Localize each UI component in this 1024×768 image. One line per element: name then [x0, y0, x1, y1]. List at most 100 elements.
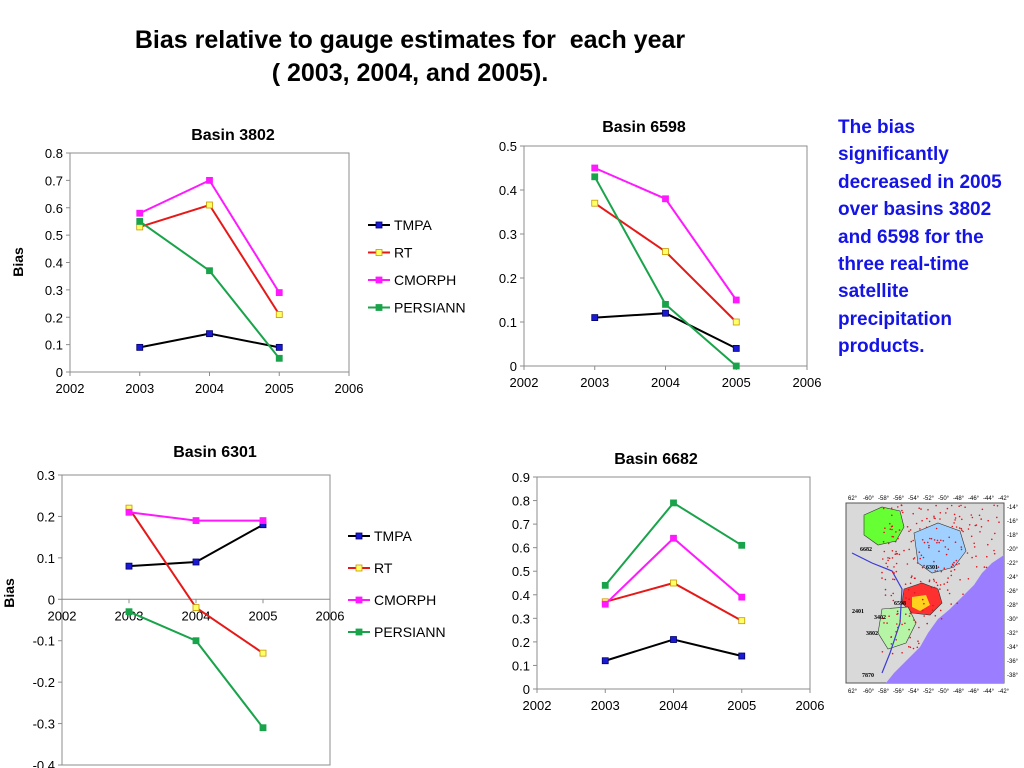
legend-label-persiann: PERSIANN [394, 300, 466, 316]
gauge-dot [894, 540, 897, 543]
gauge-dot [958, 505, 960, 507]
gauge-dot [921, 598, 924, 601]
data-point-persiann [192, 637, 200, 645]
y-tick-label: 0.3 [512, 611, 530, 626]
gauge-dot [915, 522, 918, 525]
gauge-dot [930, 586, 933, 589]
map-bottom-label: -46° [968, 689, 980, 695]
gauge-dot [912, 558, 915, 560]
gauge-dot [922, 556, 925, 559]
gauge-dot [891, 528, 893, 531]
gauge-dot [960, 548, 963, 551]
gauge-dot [961, 529, 963, 532]
gauge-dot [950, 570, 952, 572]
map-right-label: -18° [1007, 533, 1019, 539]
y-tick-label: 0.1 [45, 338, 63, 353]
data-point-tmpa [192, 558, 200, 566]
y-tick-label: 0 [56, 365, 63, 380]
gauge-dot [889, 522, 891, 525]
gauge-dot [909, 529, 912, 531]
gauge-dot [904, 583, 907, 585]
map-right-label: -24° [1007, 575, 1019, 581]
map-bottom-label: -50° [938, 689, 950, 695]
map-ocean [886, 555, 1004, 683]
map-top-label: -52° [923, 496, 935, 502]
gauge-dot [900, 504, 903, 507]
x-tick-label: 2004 [195, 381, 224, 396]
x-tick-label: 2004 [659, 698, 688, 713]
map-bottom-label: 62° [848, 689, 858, 695]
y-tick-label: -0.4 [33, 758, 55, 768]
gauge-dot [971, 556, 973, 559]
gauge-dot [914, 621, 917, 623]
x-tick-label: 2006 [335, 381, 364, 396]
gauge-dot [887, 559, 889, 562]
gauge-dot [973, 546, 976, 548]
x-tick-label: 2005 [722, 375, 751, 390]
gauge-dot [892, 592, 894, 595]
gauge-dot [928, 546, 930, 549]
map-right-label: -20° [1007, 547, 1019, 553]
data-point-tmpa [662, 309, 669, 317]
legend-marker-persiann [375, 304, 383, 311]
gauge-dot [953, 568, 956, 571]
data-point-rt [591, 199, 599, 207]
gauge-dot [942, 540, 945, 542]
gauge-dot [892, 578, 894, 580]
map-top-label: 62° [848, 496, 858, 502]
gauge-dot [962, 593, 964, 595]
gauge-dot [913, 557, 916, 559]
gauge-dot [960, 546, 963, 548]
gauge-dot [913, 577, 916, 580]
x-tick-label: 2003 [580, 375, 609, 390]
gauge-dot [958, 527, 961, 529]
gauge-dot [932, 578, 935, 581]
x-tick-label: 2005 [727, 698, 756, 713]
y-axis-label: Bias [10, 247, 26, 277]
gauge-dot [882, 558, 884, 560]
data-point-persiann [275, 354, 283, 362]
gauge-dot [956, 563, 958, 566]
gauge-dot [987, 519, 989, 522]
gauge-dot [898, 553, 901, 556]
legend-marker-persiann [355, 628, 363, 636]
data-point-cmorph [136, 209, 144, 217]
gauge-dot [901, 652, 903, 654]
gauge-dot [993, 504, 995, 507]
map-right-label: -30° [1007, 617, 1019, 623]
gauge-dot [895, 631, 897, 633]
gauge-dot [994, 532, 996, 535]
y-tick-label: 0.3 [45, 283, 63, 298]
map-top-axis-labels: 62° -60° -58° -56° -54° -52° -50° -48° -46° -44° -… [848, 496, 1010, 502]
gauge-dot [895, 562, 898, 565]
gauge-dot [947, 577, 949, 579]
map-basin-label: 3402 [874, 615, 886, 621]
gauge-dot [928, 544, 930, 547]
gauge-dot [913, 592, 916, 594]
data-point-tmpa [125, 562, 133, 570]
data-point-tmpa [601, 657, 609, 665]
gauge-dot [947, 548, 950, 551]
gauge-dot [910, 576, 913, 579]
gauge-dot [946, 581, 949, 584]
gauge-dot [921, 566, 924, 569]
gauge-dot [980, 526, 983, 528]
legend-marker-rt [355, 564, 363, 572]
gauge-dot [883, 531, 885, 534]
gauge-dot [948, 592, 951, 595]
gauge-dot [917, 640, 919, 642]
gauge-dot [987, 543, 989, 546]
map-right-label: -22° [1007, 561, 1019, 567]
conclusion-note: The bias significantly decreased in 2005… [838, 117, 1002, 358]
gauge-dot [892, 536, 895, 538]
gauge-dot [918, 507, 920, 509]
gauge-dot [978, 514, 981, 517]
gauge-dot [967, 578, 970, 580]
legend-label-persiann: PERSIANN [374, 624, 446, 640]
gauge-dot [893, 578, 896, 581]
y-tick-label: 0.1 [499, 315, 517, 330]
gauge-dot [953, 561, 955, 564]
y-tick-label: 0.1 [512, 658, 530, 673]
data-point-cmorph [601, 600, 609, 608]
